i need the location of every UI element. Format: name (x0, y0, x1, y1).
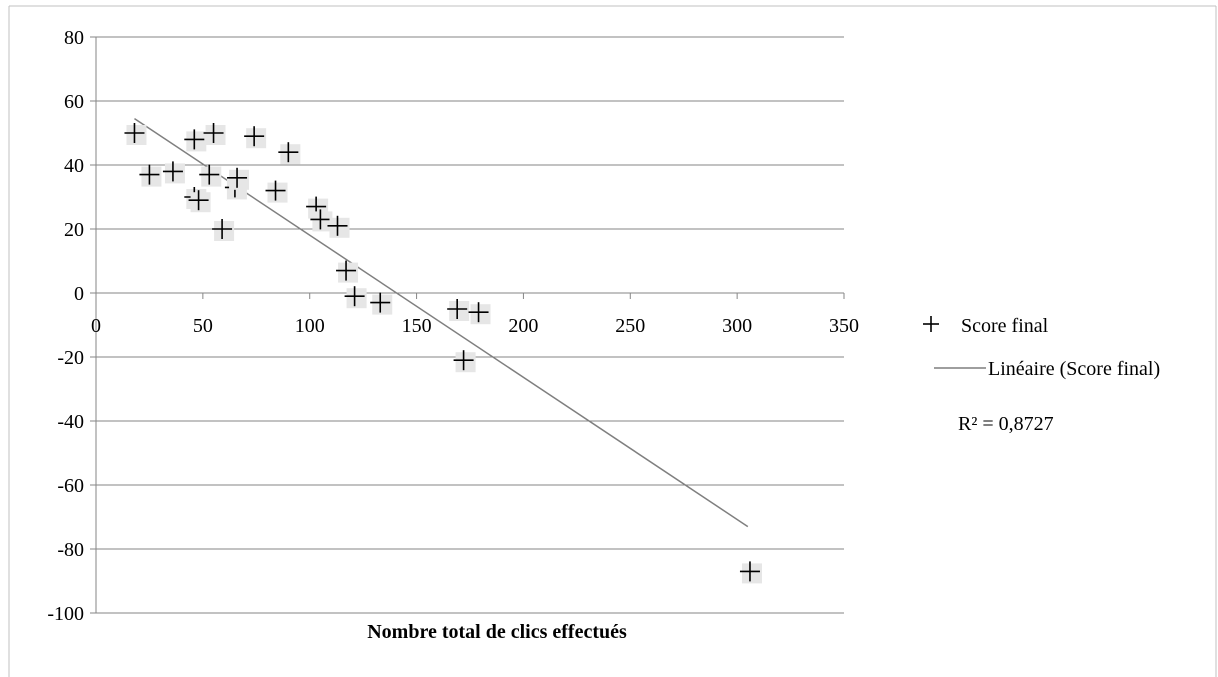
y-tick-label-0: 80 (64, 27, 84, 49)
x-tick-label-6: 300 (722, 315, 752, 337)
data-point-6-shadow (201, 166, 222, 187)
y-tick-label-3: 20 (64, 219, 84, 241)
data-point-21 (453, 350, 476, 373)
y-tick-label-7: -60 (57, 475, 84, 497)
data-point-16-shadow (329, 217, 350, 238)
legend-label-score-final: Score final (961, 315, 1049, 337)
data-point-1-shadow (141, 166, 162, 187)
data-point-6 (199, 164, 222, 187)
data-point-18-shadow (346, 288, 367, 309)
data-point-17 (336, 260, 359, 283)
r-squared-label: R² = 0,8727 (958, 413, 1054, 435)
data-point-22 (468, 302, 491, 325)
x-tick-label-1: 50 (193, 315, 213, 337)
legend-label-trendline: Linéaire (Score final) (988, 358, 1160, 380)
data-point-8-shadow (214, 221, 235, 241)
x-axis-title: Nombre total de clics effectués (367, 621, 627, 643)
data-point-10-shadow (229, 169, 250, 190)
data-point-0-shadow (126, 125, 147, 145)
x-tick-label-2: 100 (295, 315, 325, 337)
y-tick-label-1: 60 (64, 91, 84, 113)
data-point-8 (212, 219, 235, 241)
y-tick-label-9: -100 (47, 603, 84, 625)
data-point-20-shadow (449, 301, 470, 321)
y-tick-label-6: -40 (57, 411, 84, 433)
data-point-0 (124, 123, 147, 145)
x-tick-label-4: 200 (508, 315, 538, 337)
data-point-7 (203, 123, 226, 145)
data-point-13-shadow (280, 144, 301, 165)
data-point-15 (310, 209, 333, 232)
data-point-5 (188, 190, 211, 213)
data-point-5-shadow (190, 192, 211, 213)
data-point-1 (139, 164, 162, 187)
data-point-23-shadow (741, 563, 762, 584)
data-point-13 (278, 142, 301, 165)
data-point-10 (227, 167, 250, 190)
data-point-12 (265, 180, 288, 203)
data-point-22-shadow (470, 304, 491, 325)
trendline (134, 117, 749, 528)
data-point-23 (739, 561, 762, 584)
x-tick-label-5: 250 (615, 315, 645, 337)
data-point-12-shadow (267, 182, 288, 203)
data-point-19 (370, 292, 393, 315)
axes (90, 36, 845, 614)
data-point-11 (244, 126, 267, 149)
data-point-2 (162, 161, 185, 184)
data-points (124, 123, 762, 584)
data-point-2-shadow (164, 163, 185, 184)
data-point-16 (327, 215, 350, 238)
data-point-21-shadow (455, 352, 476, 373)
y-tick-label-2: 40 (64, 155, 84, 177)
data-point-20 (447, 299, 470, 321)
x-tick-label-0: 0 (91, 315, 101, 337)
x-tick-label-3: 150 (402, 315, 432, 337)
y-tick-label-8: -80 (57, 539, 84, 561)
data-point-3-shadow (186, 131, 207, 152)
data-point-11-shadow (246, 128, 267, 149)
legend-marker-score-final (923, 316, 939, 332)
data-point-19-shadow (372, 294, 393, 315)
y-tick-label-4: 0 (74, 283, 84, 305)
data-point-18 (344, 286, 367, 309)
trendline-layer (134, 117, 749, 528)
data-point-15-shadow (312, 211, 333, 232)
legend: Score final Linéaire (Score final) R² = … (923, 315, 1160, 435)
data-point-3 (184, 129, 207, 152)
y-tick-label-5: -20 (57, 347, 84, 369)
x-tick-label-7: 350 (829, 315, 859, 337)
data-point-17-shadow (338, 262, 359, 283)
data-point-7-shadow (205, 125, 226, 145)
